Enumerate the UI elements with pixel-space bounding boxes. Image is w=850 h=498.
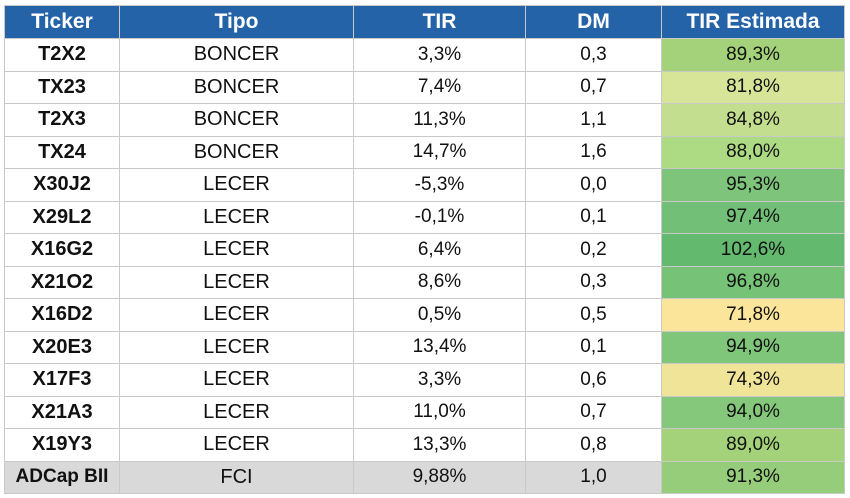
dm-cell: 0,6 [525,363,662,397]
tir-cell: 11,0% [353,395,526,429]
tir-estimada-cell: 89,3% [661,38,845,72]
table-row: X20E3 LECER 13,4% 0,1 94,9% [4,330,845,364]
tir-estimada-cell: 95,3% [661,168,845,202]
tipo-cell: FCI [119,460,354,494]
dm-cell: 0,0 [525,168,662,202]
dm-cell: 1,1 [525,103,662,137]
ticker-cell: T2X2 [4,38,120,72]
ticker-cell: TX23 [4,70,120,104]
tir-cell: 3,3% [353,363,526,397]
tipo-cell: BONCER [119,70,354,104]
dm-cell: 0,2 [525,233,662,267]
table-row: X19Y3 LECER 13,3% 0,8 89,0% [4,428,845,462]
dm-cell: 0,8 [525,428,662,462]
tir-cell: 13,3% [353,428,526,462]
dm-cell: 0,1 [525,330,662,364]
tir-estimada-cell: 71,8% [661,298,845,332]
header-tipo: Tipo [119,5,354,39]
tir-estimada-cell: 88,0% [661,135,845,169]
tir-cell: 14,7% [353,135,526,169]
tipo-cell: LECER [119,200,354,234]
table-row: ADCap BII FCI 9,88% 1,0 91,3% [4,460,845,494]
ticker-cell: X21O2 [4,265,120,299]
ticker-cell: X21A3 [4,395,120,429]
tir-estimada-cell: 81,8% [661,70,845,104]
tir-cell: -0,1% [353,200,526,234]
tipo-cell: LECER [119,298,354,332]
tir-cell: 9,88% [353,460,526,494]
tipo-cell: LECER [119,168,354,202]
tipo-cell: LECER [119,395,354,429]
dm-cell: 0,3 [525,265,662,299]
tir-cell: 0,5% [353,298,526,332]
dm-cell: 0,3 [525,38,662,72]
table-row: T2X3 BONCER 11,3% 1,1 84,8% [4,103,845,137]
tipo-cell: BONCER [119,103,354,137]
ticker-cell: X29L2 [4,200,120,234]
header-tir: TIR [353,5,526,39]
table-row: X17F3 LECER 3,3% 0,6 74,3% [4,363,845,397]
tir-estimada-cell: 91,3% [661,460,845,494]
table-row: X16G2 LECER 6,4% 0,2 102,6% [4,233,845,267]
tir-cell: 13,4% [353,330,526,364]
ticker-cell: X16G2 [4,233,120,267]
bond-table: Ticker Tipo TIR DM TIR Estimada T2X2 BON… [4,5,845,494]
tir-cell: 3,3% [353,38,526,72]
table-row: X29L2 LECER -0,1% 0,1 97,4% [4,200,845,234]
tir-cell: -5,3% [353,168,526,202]
header-row: Ticker Tipo TIR DM TIR Estimada [4,5,845,39]
header-ticker: Ticker [4,5,120,39]
ticker-cell: X20E3 [4,330,120,364]
table-row: TX23 BONCER 7,4% 0,7 81,8% [4,70,845,104]
dm-cell: 0,7 [525,395,662,429]
tir-estimada-cell: 97,4% [661,200,845,234]
tipo-cell: LECER [119,363,354,397]
tipo-cell: LECER [119,428,354,462]
ticker-cell: TX24 [4,135,120,169]
ticker-cell: ADCap BII [4,460,120,494]
tir-estimada-cell: 74,3% [661,363,845,397]
tir-cell: 7,4% [353,70,526,104]
tir-cell: 11,3% [353,103,526,137]
tir-cell: 8,6% [353,265,526,299]
table-row: X30J2 LECER -5,3% 0,0 95,3% [4,168,845,202]
ticker-cell: X19Y3 [4,428,120,462]
tir-estimada-cell: 102,6% [661,233,845,267]
tir-estimada-cell: 84,8% [661,103,845,137]
ticker-cell: X30J2 [4,168,120,202]
tipo-cell: BONCER [119,135,354,169]
dm-cell: 1,0 [525,460,662,494]
tipo-cell: LECER [119,233,354,267]
tipo-cell: LECER [119,330,354,364]
dm-cell: 0,7 [525,70,662,104]
tir-estimada-cell: 89,0% [661,428,845,462]
table-row: X21A3 LECER 11,0% 0,7 94,0% [4,395,845,429]
ticker-cell: X17F3 [4,363,120,397]
tipo-cell: BONCER [119,38,354,72]
dm-cell: 0,1 [525,200,662,234]
ticker-cell: T2X3 [4,103,120,137]
tir-estimada-cell: 94,0% [661,395,845,429]
header-dm: DM [525,5,662,39]
table-row: X21O2 LECER 8,6% 0,3 96,8% [4,265,845,299]
table-row: TX24 BONCER 14,7% 1,6 88,0% [4,135,845,169]
header-tir-estimada: TIR Estimada [661,5,845,39]
tir-estimada-cell: 94,9% [661,330,845,364]
tir-estimada-cell: 96,8% [661,265,845,299]
tir-cell: 6,4% [353,233,526,267]
table-row: X16D2 LECER 0,5% 0,5 71,8% [4,298,845,332]
dm-cell: 1,6 [525,135,662,169]
ticker-cell: X16D2 [4,298,120,332]
table-row: T2X2 BONCER 3,3% 0,3 89,3% [4,38,845,72]
dm-cell: 0,5 [525,298,662,332]
tipo-cell: LECER [119,265,354,299]
